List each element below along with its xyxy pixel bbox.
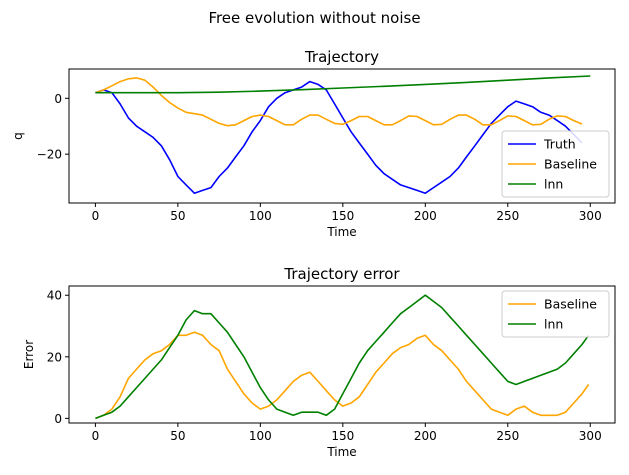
legend: Truth Baseline lnn	[501, 130, 610, 198]
x-tick-label: 200	[414, 429, 437, 443]
trajectory-panel: Trajectory 0 50 100 150 200 250 300 0 −20 Time q Tru…	[11, 48, 616, 239]
legend-label-baseline: Baseline	[544, 297, 597, 312]
x-tick-label: 0	[92, 429, 100, 443]
chart-title: Trajectory	[304, 48, 379, 66]
legend-box	[501, 130, 610, 198]
x-tick-label: 250	[496, 209, 519, 223]
series-line-lnn	[95, 294, 590, 420]
x-tick-label: 150	[331, 429, 354, 443]
x-tick-label: 100	[249, 429, 272, 443]
series-line-lnn	[95, 75, 591, 94]
legend-label-truth: Truth	[543, 137, 576, 152]
y-tick-label: 0	[54, 92, 62, 106]
x-tick-label: 0	[92, 209, 100, 223]
trajectory-error-panel: Trajectory error 0 50 100 150 200 250 300 0 20 40 T…	[22, 265, 616, 459]
y-tick-label: 0	[54, 412, 62, 426]
axes-frame	[68, 68, 616, 204]
x-tick-label: 100	[249, 209, 272, 223]
legend: Baseline lnn	[501, 290, 610, 338]
y-tick-label: 20	[47, 350, 62, 364]
x-tick-label: 200	[414, 209, 437, 223]
series-line-baseline	[95, 331, 590, 420]
axes-frame	[68, 285, 616, 424]
y-axis-label: q	[11, 132, 25, 140]
chart-title: Trajectory error	[283, 265, 400, 283]
x-axis-label: Time	[326, 225, 356, 239]
legend-label-lnn: lnn	[544, 317, 563, 332]
x-tick-label: 150	[331, 209, 354, 223]
legend-box	[501, 290, 610, 338]
x-axis-label: Time	[326, 445, 356, 459]
y-tick-label: −20	[37, 148, 62, 162]
series-line-truth	[95, 80, 583, 194]
y-axis-label: Error	[22, 340, 36, 369]
x-tick-label: 250	[496, 429, 519, 443]
figure-suptitle: Free evolution without noise	[208, 9, 420, 27]
x-tick-label: 300	[579, 429, 602, 443]
series-line-baseline	[95, 77, 583, 127]
series-group	[95, 75, 591, 194]
x-tick-label: 50	[170, 429, 185, 443]
y-tick-label: 40	[47, 289, 62, 303]
legend-label-lnn: lnn	[544, 177, 563, 192]
x-tick-label: 50	[170, 209, 185, 223]
x-tick-label: 300	[579, 209, 602, 223]
legend-label-baseline: Baseline	[544, 157, 597, 172]
series-group	[95, 294, 590, 420]
